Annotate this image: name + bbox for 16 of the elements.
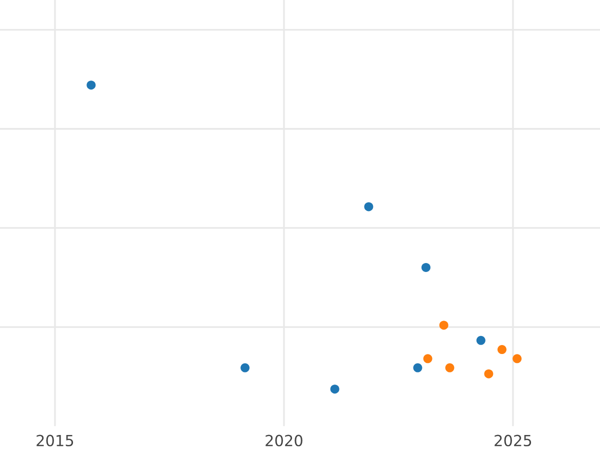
point: [512, 354, 522, 364]
point: [423, 354, 432, 364]
x-tick-label: 2015: [36, 434, 74, 446]
point: [364, 202, 374, 212]
point: [497, 345, 506, 354]
point: [421, 262, 430, 272]
point: [86, 80, 96, 90]
point: [330, 384, 340, 394]
point: [413, 363, 422, 372]
point: [445, 363, 454, 372]
x-tick-label: 2025: [494, 434, 532, 446]
point: [439, 320, 448, 330]
point: [240, 363, 250, 372]
point: [476, 336, 486, 345]
x-tick-label: 2020: [266, 434, 302, 446]
point: [484, 369, 494, 378]
